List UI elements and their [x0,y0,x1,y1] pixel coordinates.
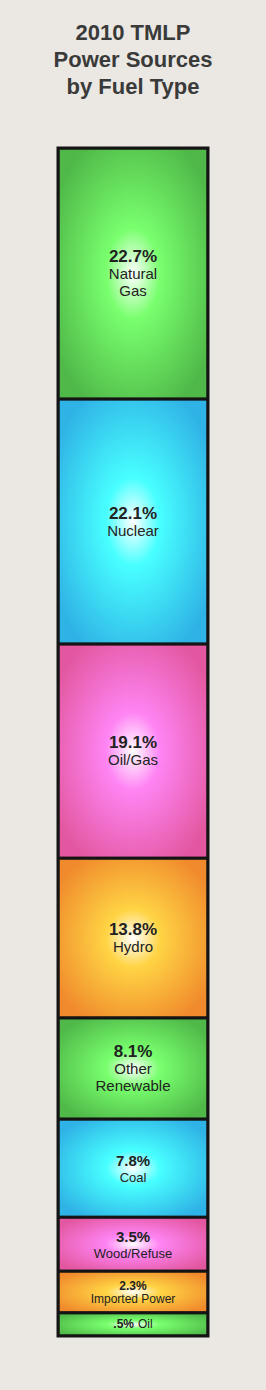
category-label: OtherRenewable [95,1060,170,1094]
category-label: Wood/Refuse [94,1246,173,1261]
chart: 2010 TMLPPower Sourcesby Fuel Type22.7%N… [0,0,266,1390]
bar-segment [58,858,208,1018]
category-label: Imported Power [91,1292,176,1306]
data-labels: 22.7%NaturalGas 22.1%Nuclear 19.1%Oil/Gas 1… [91,247,176,1331]
value-label: 22.7% [109,247,157,266]
value-label: 7.8% [116,1152,150,1169]
bar-segments [58,148,208,1336]
bar-segment [58,399,208,644]
category-label: Oil [138,1317,153,1331]
value-label: 8.1% [114,1042,153,1061]
bar-segment [58,644,208,858]
category-label: Oil/Gas [108,751,158,768]
category-label: NaturalGas [109,265,157,299]
value-label: 19.1% [109,733,157,752]
background [0,0,266,1390]
category-label: Nuclear [107,522,159,539]
bar-segment [58,148,208,399]
value-label: 13.8% [109,920,157,939]
title: 2010 TMLPPower Sourcesby Fuel Type [54,20,213,99]
value-label: 22.1% [109,504,157,523]
value-label: .5% [113,1317,134,1331]
category-label: Coal [120,1170,147,1185]
bar-segment [58,1018,208,1119]
bar-segment [58,1119,208,1217]
bar-segment [58,1271,208,1313]
bar-segment [58,1313,208,1336]
bar-segment [58,1217,208,1271]
value-label: 3.5% [116,1228,150,1245]
category-label: Hydro [113,938,153,955]
value-label: 2.3% [119,1279,147,1293]
bar-frame [58,148,208,1336]
